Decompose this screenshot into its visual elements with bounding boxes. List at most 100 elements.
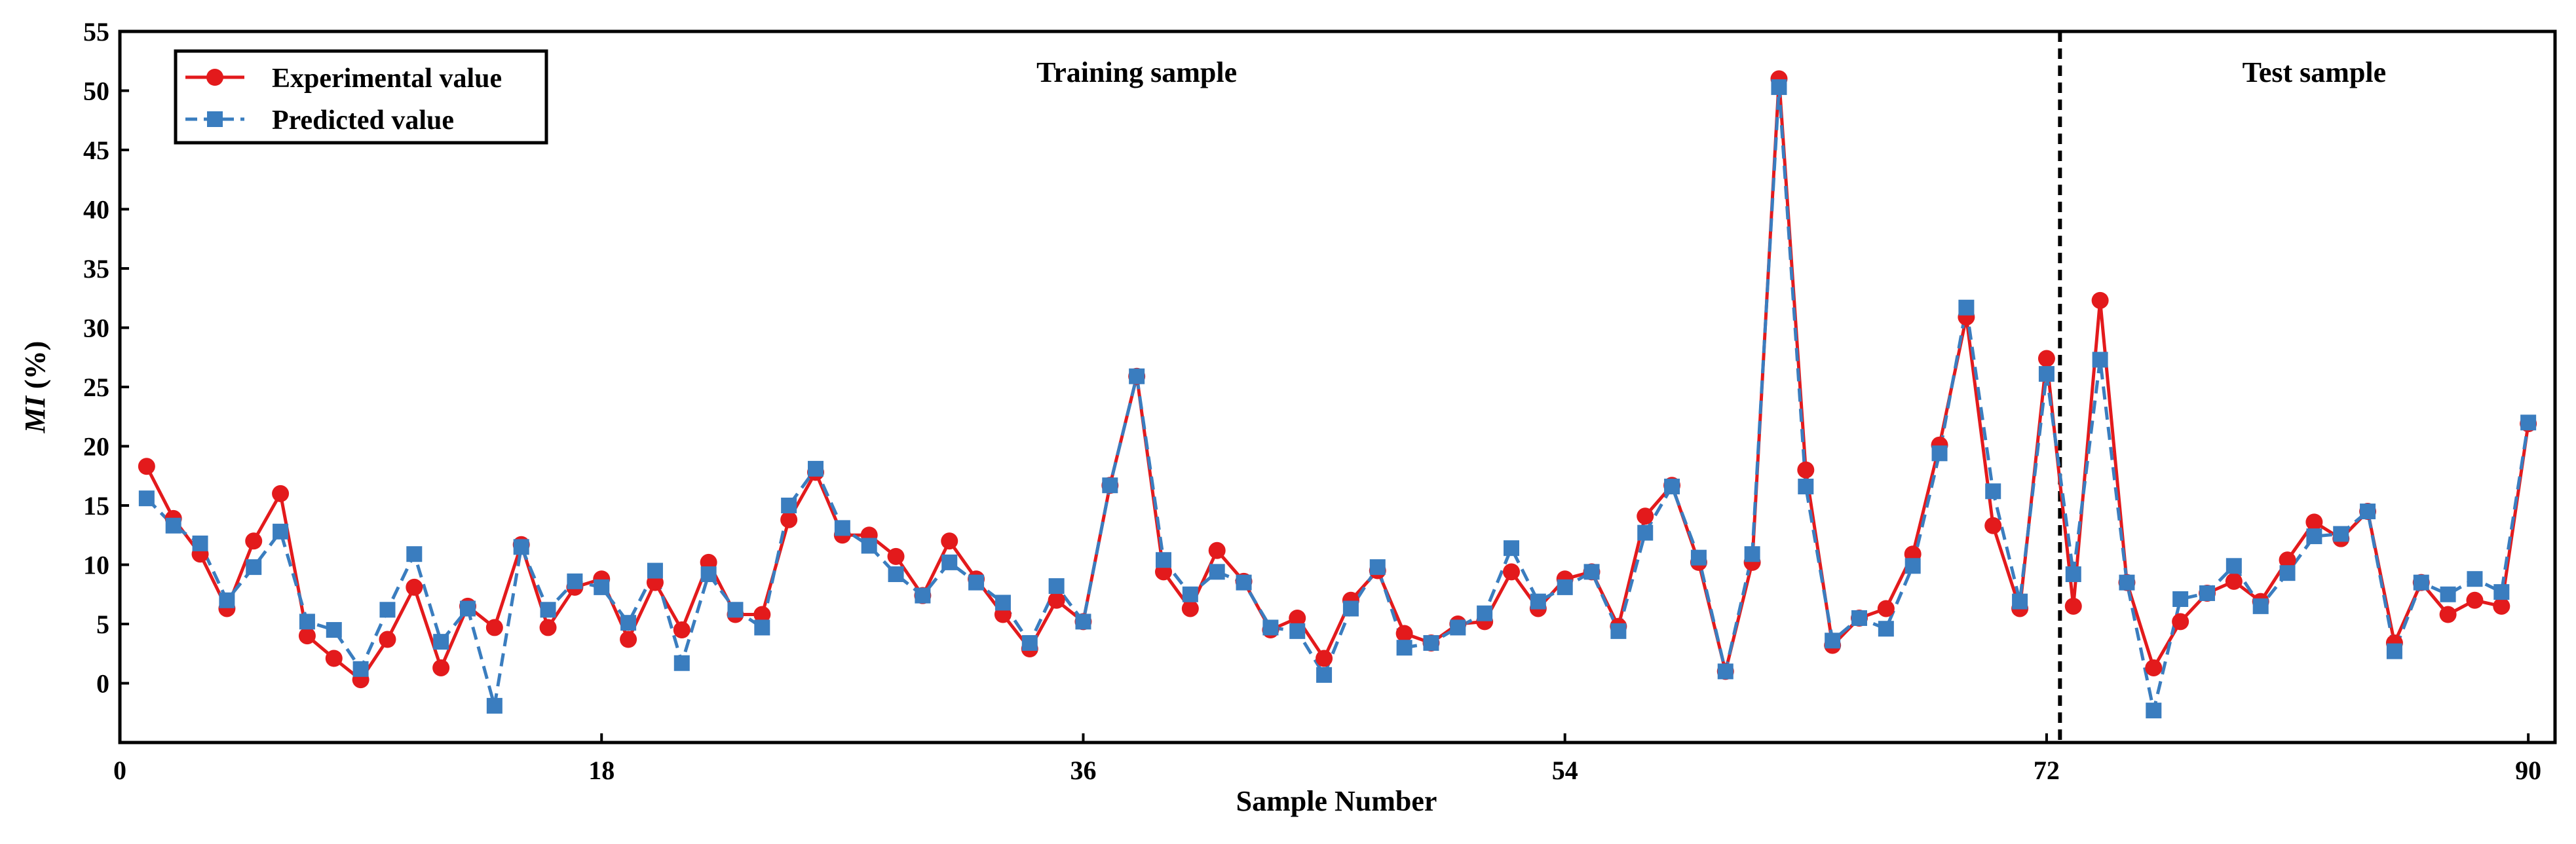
data-point-predicted: [1557, 579, 1573, 595]
data-point-predicted: [2012, 593, 2028, 610]
data-point-predicted: [460, 600, 476, 617]
data-point-predicted: [2413, 574, 2429, 591]
data-point-experimental: [2493, 597, 2510, 615]
data-point-predicted: [915, 587, 931, 604]
data-point-experimental: [2064, 597, 2082, 615]
data-point-predicted: [1075, 614, 1091, 630]
x-tick-label: 72: [2034, 756, 2060, 785]
y-tick-label: 50: [83, 77, 109, 106]
y-axis-ticks: 0 5 10 15 20 25 30 35 40 45 50 55: [83, 17, 129, 699]
data-point-predicted: [1530, 593, 1546, 610]
y-tick-label: 45: [83, 136, 109, 165]
y-axis-title-italic: MI: [19, 395, 51, 433]
data-point-experimental: [620, 631, 637, 648]
data-point-predicted: [219, 592, 235, 608]
data-point-predicted: [1209, 564, 1225, 580]
data-point-experimental: [1984, 517, 2002, 534]
data-point-experimental: [2439, 606, 2457, 623]
data-point-predicted: [1825, 633, 1841, 649]
data-point-predicted: [781, 498, 797, 513]
x-axis-ticks: 0 18 36 54 72 90: [113, 733, 2541, 785]
data-point-predicted: [406, 546, 423, 562]
data-point-predicted: [299, 614, 315, 630]
data-point-predicted: [754, 619, 770, 636]
data-point-predicted: [1958, 299, 1975, 316]
data-point-experimental: [325, 650, 343, 667]
data-point-predicted: [2467, 571, 2483, 587]
data-point-predicted: [1878, 621, 1894, 637]
data-point-predicted: [861, 538, 877, 554]
data-point-predicted: [2038, 366, 2055, 382]
data-point-experimental: [379, 631, 396, 648]
x-tick-label: 18: [588, 756, 615, 785]
series-layer: [138, 70, 2537, 719]
y-tick-label: 30: [83, 314, 109, 343]
y-tick-label: 40: [83, 195, 109, 225]
data-point-predicted: [1931, 445, 1948, 462]
data-point-experimental: [1503, 563, 1520, 581]
data-point-predicted: [1477, 605, 1493, 621]
data-point-predicted: [673, 655, 690, 671]
data-point-experimental: [485, 619, 503, 636]
x-axis-title: Sample Number: [1236, 785, 1437, 817]
x-tick-label: 54: [1552, 756, 1578, 785]
data-point-predicted: [2493, 584, 2510, 600]
data-point-predicted: [2092, 352, 2108, 368]
legend-box: [174, 49, 548, 145]
data-point-experimental: [1289, 609, 1306, 627]
data-point-predicted: [1985, 483, 2001, 500]
data-point-predicted: [2386, 643, 2402, 659]
data-point-experimental: [1181, 600, 1199, 617]
data-point-predicted: [1904, 558, 1921, 574]
legend-marker-experimental: [206, 69, 223, 86]
data-point-predicted: [138, 490, 155, 507]
data-point-predicted: [165, 517, 181, 534]
data-point-predicted: [2440, 586, 2456, 602]
y-tick-label: 15: [83, 491, 109, 521]
y-tick-label: 0: [96, 669, 109, 699]
data-point-experimental: [2279, 551, 2296, 569]
data-point-predicted: [273, 523, 289, 540]
data-point-experimental: [272, 485, 290, 502]
data-point-experimental: [1637, 507, 1654, 525]
y-tick-label: 35: [83, 254, 109, 284]
x-tick-label: 36: [1070, 756, 1096, 785]
data-point-predicted: [1423, 634, 1439, 651]
data-point-predicted: [594, 579, 610, 595]
data-point-predicted: [2279, 565, 2296, 581]
data-point-predicted: [888, 566, 904, 582]
data-point-predicted: [2199, 585, 2215, 601]
data-point-predicted: [513, 539, 529, 555]
data-point-experimental: [673, 621, 691, 639]
data-point-predicted: [808, 460, 824, 477]
data-point-predicted: [1690, 549, 1707, 566]
data-point-experimental: [753, 606, 771, 623]
data-point-predicted: [941, 554, 958, 570]
data-point-predicted: [620, 615, 637, 631]
data-point-experimental: [138, 458, 155, 475]
data-point-predicted: [486, 697, 502, 714]
data-point-predicted: [2306, 528, 2322, 545]
data-point-predicted: [1851, 610, 1867, 626]
x-tick-label: 0: [113, 756, 126, 785]
data-point-experimental: [1316, 650, 1333, 667]
data-point-predicted: [1102, 477, 1118, 494]
data-point-predicted: [326, 622, 342, 638]
data-point-experimental: [2145, 659, 2163, 676]
data-point-predicted: [540, 602, 556, 618]
data-point-predicted: [2146, 703, 2162, 719]
data-point-predicted: [1610, 623, 1627, 639]
data-point-predicted: [1396, 640, 1412, 656]
y-tick-label: 55: [83, 17, 109, 46]
data-point-predicted: [379, 602, 396, 618]
legend-marker-predicted: [207, 111, 223, 127]
y-tick-label: 25: [83, 373, 109, 402]
x-tick-label: 90: [2515, 756, 2541, 785]
data-point-experimental: [298, 627, 316, 645]
data-point-experimental: [887, 547, 905, 565]
data-point-predicted: [192, 535, 208, 551]
data-point-predicted: [1664, 479, 1680, 495]
data-point-experimental: [245, 532, 263, 550]
data-point-predicted: [246, 559, 262, 576]
